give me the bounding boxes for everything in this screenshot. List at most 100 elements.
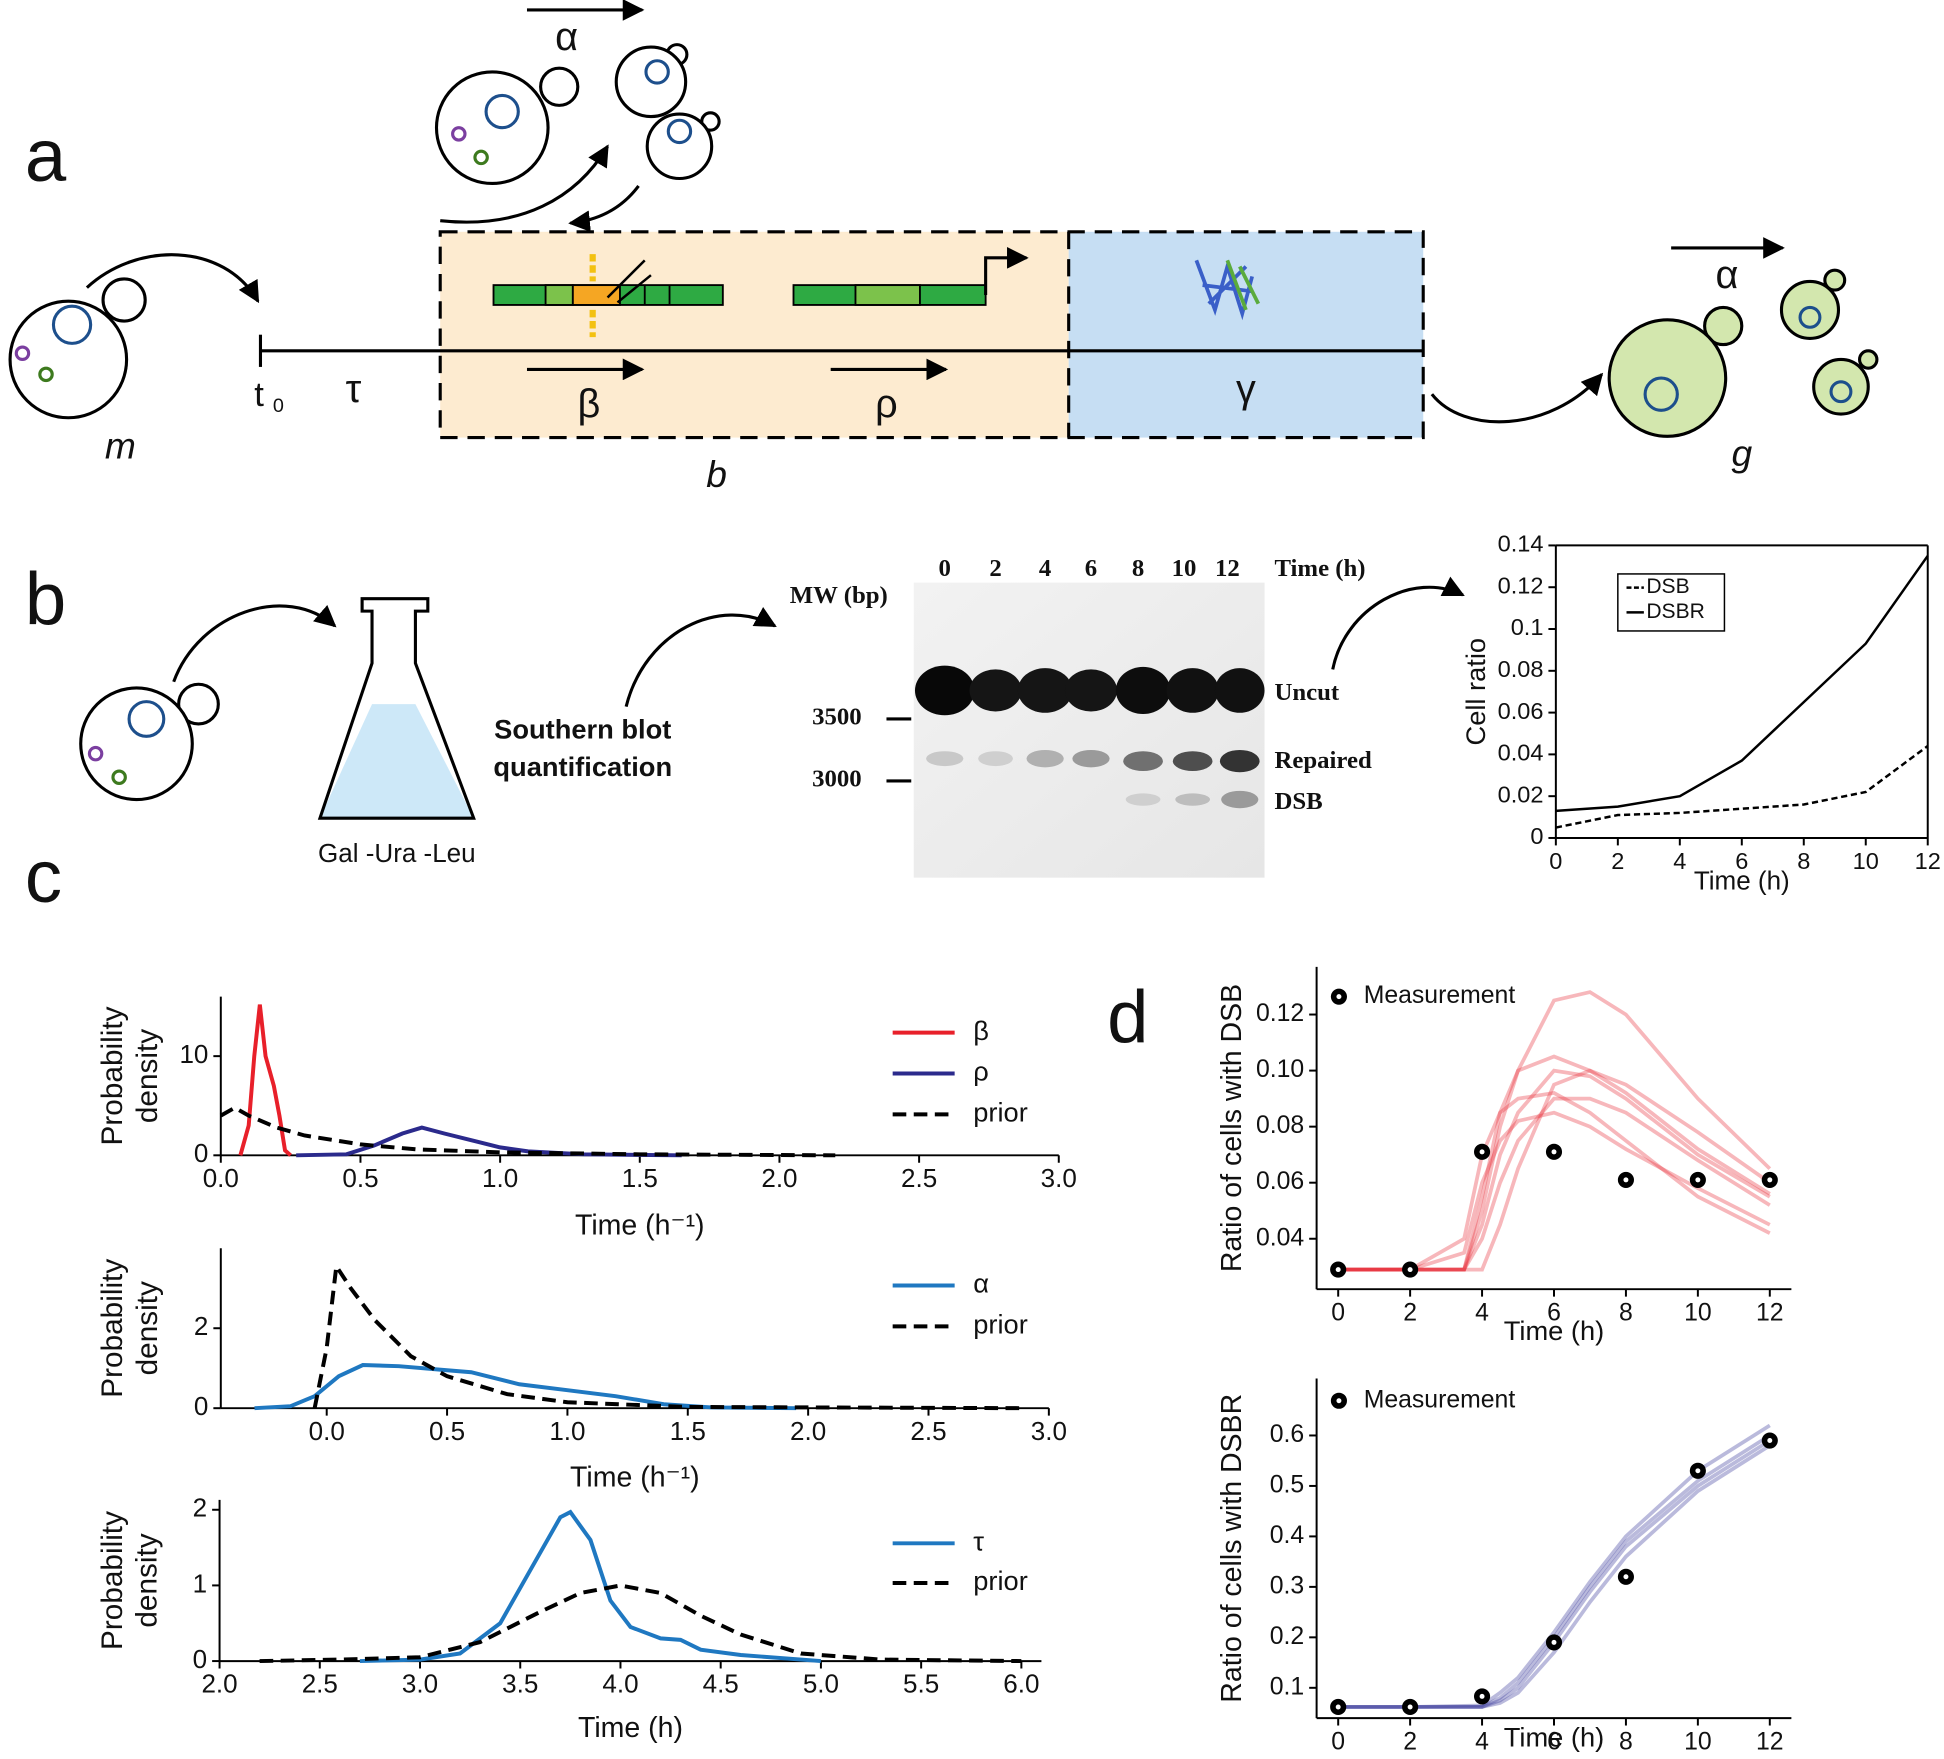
y-tick-label: 0.4 <box>1270 1522 1305 1549</box>
x-tick-label: 12 <box>1756 1300 1784 1327</box>
x-tick-label: 2.0 <box>761 1163 797 1193</box>
series-line <box>296 1125 682 1158</box>
panel-label: b <box>25 558 66 641</box>
x-tick-label: 0 <box>1331 1300 1345 1327</box>
legend-marker-center <box>1336 994 1342 1000</box>
x-axis-label: Time (h⁻¹) <box>570 1461 700 1493</box>
y-tick-label: 10 <box>179 1039 208 1069</box>
lane-label: 6 <box>1085 555 1097 582</box>
chart: 0.0 0.5 1.0 1.5 2.0 2.5 3.0 0 10 Time (h⁻¹) Probab… <box>96 996 1077 1242</box>
y-tick-label: 0.12 <box>1256 1000 1304 1027</box>
legend-label: prior <box>973 1309 1028 1340</box>
x-tick-label: 4 <box>1475 1728 1489 1755</box>
panel-b-diagram <box>79 576 1465 878</box>
charts: 0 2 4 6 8 10 1200.020.040.060.080.10.120.14Tim… <box>96 531 1941 1756</box>
chart: 0 2 4 6 8 10 12 0 0.02 0.04 0.06 0.08 0.1 0.12 0.14 Tim… <box>1460 531 1941 896</box>
x-tick-label: 2 <box>1403 1300 1417 1327</box>
x-tick-label: 1.5 <box>622 1163 658 1193</box>
x-tick-label: 6 <box>1735 848 1748 874</box>
chart: 0.0 0.5 1.0 1.5 2.0 2.5 3.0 0 2 Time (h⁻¹) Probabi… <box>96 1248 1067 1493</box>
legend-frame <box>1617 573 1726 632</box>
y-axis-label: Probability <box>96 1259 129 1398</box>
mw-marker: 3500 <box>812 704 862 731</box>
gel-labels: 0 2 4 6 8 10 12 Time (h) MW (bp) 3500 30… <box>790 555 1372 815</box>
series-line <box>238 1004 292 1157</box>
sample-curve <box>1338 1054 1771 1272</box>
y-tick-label: 0.3 <box>1270 1572 1304 1599</box>
band-label: DSB <box>1274 788 1322 815</box>
cell-label: b <box>706 453 727 495</box>
x-axis-label: Time (h) <box>578 1712 683 1744</box>
legend-label: Measurement <box>1364 1386 1516 1413</box>
x-tick-label: 3.5 <box>502 1669 538 1699</box>
series-line <box>254 1363 797 1411</box>
x-tick-label: 10 <box>1684 1728 1712 1755</box>
y-tick-label: 0.04 <box>1498 740 1544 766</box>
x-tick-label: 0.5 <box>342 1163 378 1193</box>
time-label: Time (h) <box>1274 555 1365 582</box>
y-tick-label: 0.08 <box>1256 1112 1304 1139</box>
rate-label: α <box>555 15 578 59</box>
data-point-center <box>1695 1468 1701 1474</box>
data-point-center <box>1695 1177 1701 1183</box>
cell-label: m <box>105 425 136 467</box>
y-tick-label: 0.1 <box>1511 614 1544 640</box>
band-label: Repaired <box>1274 747 1372 774</box>
sample-curve <box>1338 990 1772 1272</box>
data-point-center <box>1551 1639 1557 1645</box>
sample-curve <box>1338 1068 1771 1272</box>
sample-curve <box>1338 1068 1771 1272</box>
x-tick-label: 2.5 <box>302 1669 338 1699</box>
x-tick-label: 10 <box>1684 1300 1712 1327</box>
time-label: t <box>254 376 264 414</box>
lane-label: 2 <box>989 555 1001 582</box>
x-axis-label: Time (h) <box>1694 865 1790 895</box>
y-tick-label: 0 <box>194 1138 208 1168</box>
y-tick-label: 0.02 <box>1498 781 1544 807</box>
series-line <box>1555 555 1929 813</box>
x-tick-label: 0 <box>1331 1728 1345 1755</box>
x-tick-label: 8 <box>1619 1728 1633 1755</box>
lane-label: 10 <box>1172 555 1197 582</box>
legend-label: prior <box>973 1097 1028 1128</box>
rate-label: τ <box>346 367 362 411</box>
x-tick-label: 12 <box>1756 1728 1784 1755</box>
x-tick-label: 1.0 <box>482 1163 518 1193</box>
series-line <box>312 1260 1025 1411</box>
data-point-center <box>1407 1704 1413 1710</box>
chart: 0 2 4 6 8 10 12 0.04 0.06 0.08 0.10 0.12 Time (h) Rat… <box>1216 966 1792 1346</box>
x-tick-label: 8 <box>1797 848 1810 874</box>
method-label: Southern blot <box>494 714 671 745</box>
legend-label: ρ <box>973 1056 989 1087</box>
x-tick-label: 4 <box>1673 848 1686 874</box>
x-axis-label: Time (h) <box>1504 1721 1604 1752</box>
y-axis-label: Cell ratio <box>1460 638 1491 746</box>
sample-curve <box>1338 1110 1771 1272</box>
series-line <box>259 1583 1022 1664</box>
y-tick-label: 0 <box>194 1391 208 1421</box>
data-point-center <box>1479 1149 1485 1155</box>
x-tick-label: 12 <box>1915 848 1941 874</box>
x-tick-label: 0.5 <box>429 1416 465 1446</box>
legend-label: β <box>973 1015 989 1046</box>
y-tick-label: 2 <box>193 1493 207 1523</box>
x-tick-label: 2.5 <box>901 1163 937 1193</box>
y-tick-label: 1 <box>193 1568 207 1598</box>
sample-curve <box>1338 1433 1771 1709</box>
series-line <box>1555 744 1929 829</box>
y-tick-label: 0.10 <box>1256 1056 1304 1083</box>
data-point-center <box>1623 1574 1629 1580</box>
y-tick-label: 0.14 <box>1498 531 1544 557</box>
y-tick-label: 0.5 <box>1270 1471 1304 1498</box>
sample-curve <box>1338 1423 1771 1709</box>
y-tick-label: 0.08 <box>1498 656 1544 682</box>
x-tick-label: 1.5 <box>670 1416 706 1446</box>
legend-label: prior <box>973 1565 1028 1596</box>
panel-a-diagram <box>8 0 1879 440</box>
x-tick-label: 4.5 <box>703 1669 739 1699</box>
x-tick-label: 6 <box>1547 1728 1561 1755</box>
data-point-center <box>1623 1177 1629 1183</box>
x-tick-label: 3.0 <box>402 1669 438 1699</box>
x-axis-label: Time (h⁻¹) <box>575 1210 705 1242</box>
